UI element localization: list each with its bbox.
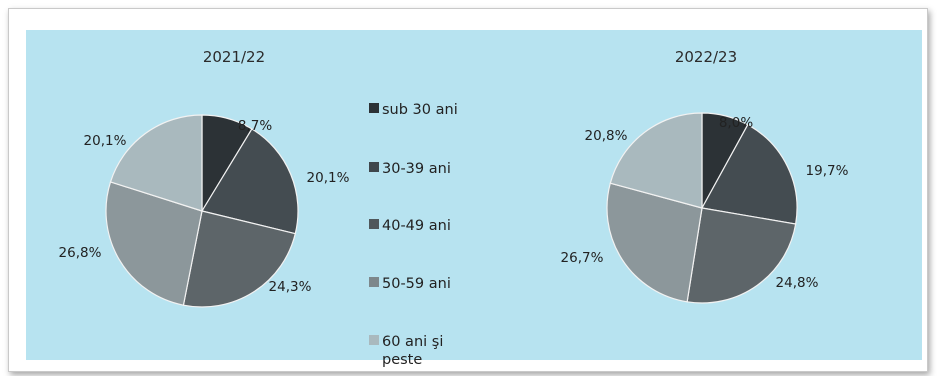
right-pie-label-60plus: 20,8% <box>585 128 628 144</box>
right-pie-label-50-59: 26,7% <box>561 250 604 266</box>
legend-label-50-59: 50-59 ani <box>382 276 451 292</box>
right-pie-slice-30-39 <box>701 123 798 225</box>
legend-label-sub30: sub 30 ani <box>382 102 458 118</box>
left-pie-slice-60plus <box>109 114 203 212</box>
right-pie-slice-50-59 <box>606 182 703 303</box>
chart-title-right: 2022/23 <box>675 48 737 66</box>
left-pie-label-sub30: 8,7% <box>238 118 272 134</box>
right-pie-slice-60plus <box>609 112 703 209</box>
legend-swatch-40-49 <box>369 219 379 229</box>
left-pie-label-30-39: 20,1% <box>307 170 350 186</box>
chart-title-left: 2021/22 <box>203 48 265 66</box>
left-pie-label-50-59: 26,8% <box>59 245 102 261</box>
legend-label-60plus-line1: 60 ani şi <box>382 334 443 350</box>
left-pie-label-40-49: 24,3% <box>269 279 312 295</box>
right-pie-label-sub30: 8,0% <box>719 115 753 131</box>
left-pie-label-60plus: 20,1% <box>84 133 127 149</box>
legend-swatch-50-59 <box>369 277 379 287</box>
right-pie-label-40-49: 24,8% <box>776 275 819 291</box>
legend-label-40-49: 40-49 ani <box>382 218 451 234</box>
left-pie-slice-50-59 <box>105 181 203 306</box>
right-pie-slice-40-49 <box>686 207 797 304</box>
right-pie-label-30-39: 19,7% <box>806 163 849 179</box>
left-pie-slice-30-39 <box>201 128 299 235</box>
legend-swatch-60plus <box>369 335 379 345</box>
legend-swatch-sub30 <box>369 103 379 113</box>
legend-swatch-30-39 <box>369 162 379 172</box>
legend-label-30-39: 30-39 ani <box>382 161 451 177</box>
left-pie-slice-40-49 <box>182 210 297 308</box>
legend-label-60plus-line2: peste <box>382 352 422 368</box>
